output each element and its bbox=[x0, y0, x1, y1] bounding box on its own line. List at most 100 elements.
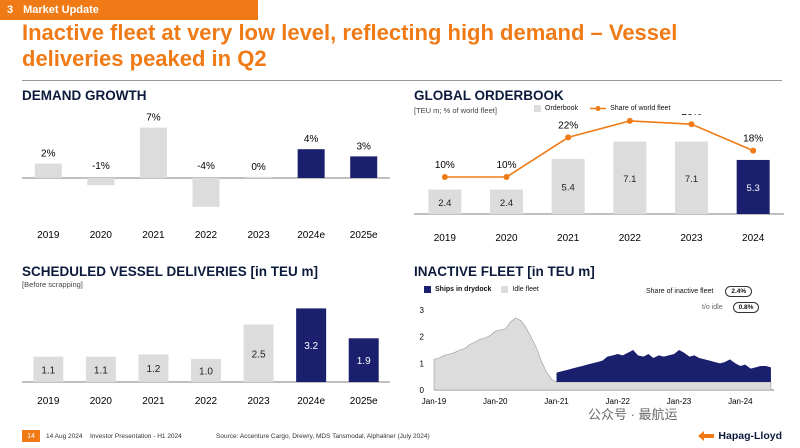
bar-value-label: 1.1 bbox=[41, 365, 55, 376]
x-tick-label: Jan-23 bbox=[667, 397, 692, 406]
bar-value-label: 1.2 bbox=[146, 364, 160, 375]
data-label: -4% bbox=[197, 161, 215, 172]
x-tick-label: 2022 bbox=[195, 396, 218, 407]
x-tick-label: 2021 bbox=[142, 230, 165, 241]
bar-value-label: 2.4 bbox=[500, 198, 513, 209]
bar bbox=[85, 356, 116, 382]
bar-value-label: 1.1 bbox=[94, 365, 108, 376]
legend-drydock-label: Ships in drydock bbox=[435, 286, 492, 293]
footer-source: Source: Accenture Cargo, Drewry, MDS Tan… bbox=[216, 433, 430, 440]
demand-growth-title: DEMAND GROWTH bbox=[22, 88, 147, 103]
data-label: 0% bbox=[251, 162, 266, 173]
bar bbox=[191, 359, 221, 382]
share-point bbox=[565, 134, 572, 141]
bar bbox=[138, 354, 169, 382]
y-tick-label: 2 bbox=[420, 333, 425, 342]
bar bbox=[428, 189, 462, 214]
page-number: 14 bbox=[22, 430, 40, 442]
x-tick-label: 2024e bbox=[297, 396, 325, 407]
orderbook-legend: Orderbook Share of world fleet bbox=[534, 105, 670, 112]
bar bbox=[613, 141, 647, 214]
legend-orderbook-swatch bbox=[534, 105, 541, 112]
legend-drydock-swatch bbox=[424, 286, 431, 293]
bar bbox=[87, 178, 115, 186]
logo-text: Hapag-Lloyd bbox=[718, 430, 782, 442]
deliveries-chart: 1.1 2019 1.1 2020 1.2 2021 1.0 2022 2.5 2023 3.2 20… bbox=[22, 308, 390, 407]
bar bbox=[675, 141, 708, 214]
bar-value-label: 5.4 bbox=[562, 182, 575, 193]
bar bbox=[296, 308, 327, 382]
y-tick-label: 3 bbox=[420, 306, 425, 315]
company-logo: Hapag-Lloyd bbox=[698, 430, 782, 442]
bar bbox=[245, 176, 273, 178]
idle-box: t/o idle 0.8% bbox=[702, 302, 760, 313]
data-label: 4% bbox=[304, 134, 319, 145]
x-tick-label: 2020 bbox=[495, 233, 518, 244]
x-tick-label: 2021 bbox=[142, 396, 165, 407]
deliveries-subtitle: [Before scrapping] bbox=[22, 280, 83, 289]
data-label: 3% bbox=[356, 141, 371, 152]
bar bbox=[33, 356, 64, 382]
bar-value-label: 5.3 bbox=[747, 183, 760, 194]
title-divider bbox=[22, 80, 782, 81]
bar-value-label: 2.4 bbox=[438, 198, 451, 209]
legend-idle-swatch bbox=[501, 286, 509, 293]
data-label: 7% bbox=[146, 113, 161, 124]
y-tick-label: 1 bbox=[420, 359, 425, 368]
idle-label: t/o idle bbox=[702, 304, 723, 311]
bar bbox=[348, 338, 379, 382]
footer: 14 14 Aug 2024 Investor Presentation - H… bbox=[0, 425, 800, 448]
share-point bbox=[688, 121, 695, 128]
bar bbox=[297, 149, 325, 178]
x-tick-label: 2023 bbox=[680, 233, 703, 244]
share-label: 22% bbox=[558, 120, 578, 131]
x-tick-label: 2019 bbox=[37, 230, 60, 241]
share-point bbox=[750, 147, 757, 154]
x-tick-label: 2024 bbox=[742, 233, 765, 244]
bar-value-label: 1.9 bbox=[357, 356, 371, 367]
share-label: 26% bbox=[681, 114, 701, 118]
orderbook-chart: 2.4 2019 2.4 2020 5.4 2021 7.1 2022 7.1 2023 5.3 20… bbox=[414, 114, 784, 244]
x-tick-label: 2025e bbox=[350, 230, 378, 241]
share-inactive-value: 2.4% bbox=[725, 286, 753, 297]
legend-share-swatch bbox=[590, 105, 607, 112]
x-tick-label: 2020 bbox=[90, 396, 113, 407]
demand-growth-chart: 2% 2019 -1% 2020 7% 2021 -4% 2022 0% 2023 4% 2024e 3… bbox=[22, 113, 390, 241]
bar bbox=[243, 324, 274, 382]
legend-orderbook-label: Orderbook bbox=[545, 105, 579, 112]
watermark: 公众号 · 最航运 bbox=[588, 407, 678, 422]
data-label: 2% bbox=[41, 149, 56, 160]
inactive-fleet-title: INACTIVE FLEET [in TEU m] bbox=[414, 264, 595, 279]
share-point bbox=[441, 174, 448, 180]
y-tick-label: 0 bbox=[420, 386, 425, 395]
x-tick-label: 2025e bbox=[350, 396, 378, 407]
bar bbox=[192, 178, 220, 207]
legend-idle-label: Idle fleet bbox=[512, 286, 539, 293]
share-inactive-label: Share of inactive fleet bbox=[646, 288, 714, 295]
share-label: 27% bbox=[620, 114, 640, 115]
x-tick-label: 2022 bbox=[619, 233, 642, 244]
data-label: -1% bbox=[92, 161, 110, 172]
share-label: 10% bbox=[496, 160, 516, 171]
bar-value-label: 3.2 bbox=[304, 341, 318, 352]
bar bbox=[736, 159, 770, 214]
footer-doc: Investor Presentation - H1 2024 bbox=[90, 433, 182, 440]
x-tick-label: Jan-20 bbox=[483, 397, 508, 406]
logo-icon bbox=[698, 431, 715, 441]
x-tick-label: 2023 bbox=[247, 396, 270, 407]
bar bbox=[34, 163, 62, 178]
deliveries-title: SCHEDULED VESSEL DELIVERIES [in TEU m] bbox=[22, 264, 319, 279]
orderbook-subtitle: [TEU m; % of world fleet] bbox=[414, 106, 497, 115]
page-title: Inactive fleet at very low level, reflec… bbox=[22, 20, 678, 71]
share-label: 18% bbox=[743, 134, 763, 145]
x-tick-label: 2019 bbox=[37, 396, 60, 407]
share-line bbox=[444, 120, 754, 178]
share-label: 10% bbox=[435, 160, 455, 171]
x-tick-label: 2021 bbox=[557, 233, 580, 244]
section-label: Market Update bbox=[23, 4, 99, 16]
x-tick-label: 2020 bbox=[90, 230, 113, 241]
bar-value-label: 7.1 bbox=[623, 174, 636, 185]
x-tick-label: Jan-22 bbox=[606, 397, 631, 406]
x-tick-label: Jan-24 bbox=[728, 397, 753, 406]
